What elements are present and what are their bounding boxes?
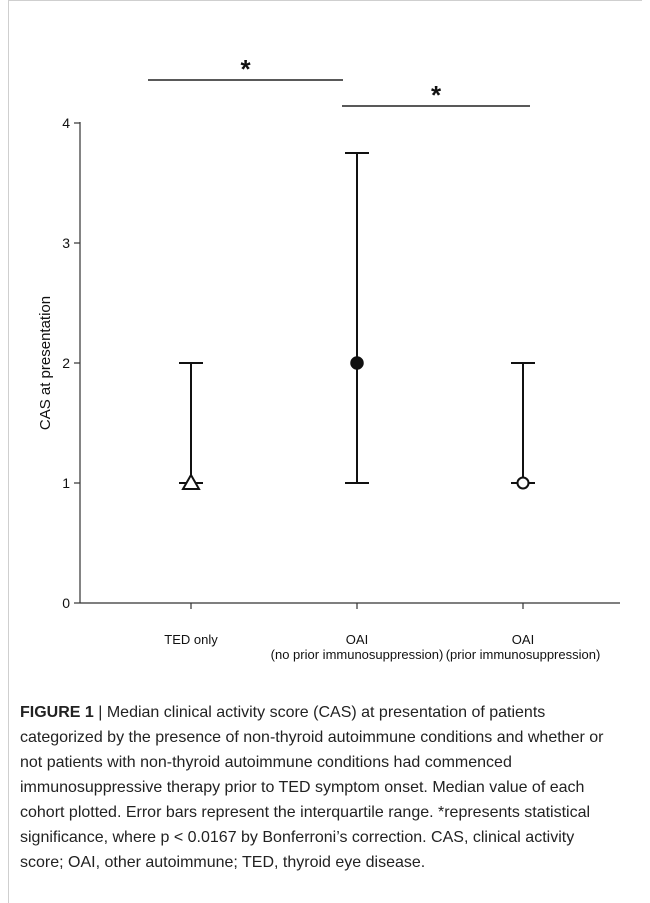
- figure-label: FIGURE 1: [20, 704, 94, 721]
- significance-label: *: [431, 80, 442, 110]
- figure-frame: [8, 0, 642, 903]
- caption-separator: |: [93, 704, 107, 721]
- caption-text: Median clinical activity score (CAS) at …: [20, 704, 604, 871]
- x-tick-label-sub: (prior immunosuppression): [446, 647, 601, 662]
- significance-label: *: [240, 54, 251, 84]
- x-tick-label: OAI: [512, 632, 534, 647]
- x-tick-label-sub: (no prior immunosuppression): [271, 647, 444, 662]
- median-point: [350, 356, 364, 370]
- figure-caption: FIGURE 1 | Median clinical activity scor…: [20, 700, 620, 875]
- y-axis-label: CAS at presentation: [37, 296, 54, 430]
- y-tick-label: 1: [62, 475, 70, 491]
- y-tick-label: 4: [62, 115, 70, 131]
- x-tick-label: OAI: [346, 632, 368, 647]
- y-tick-label: 2: [62, 355, 70, 371]
- y-tick-label: 3: [62, 235, 70, 251]
- median-point: [181, 472, 201, 490]
- x-tick-label: TED only: [164, 632, 218, 647]
- y-tick-label: 0: [62, 595, 70, 611]
- median-point: [516, 476, 530, 490]
